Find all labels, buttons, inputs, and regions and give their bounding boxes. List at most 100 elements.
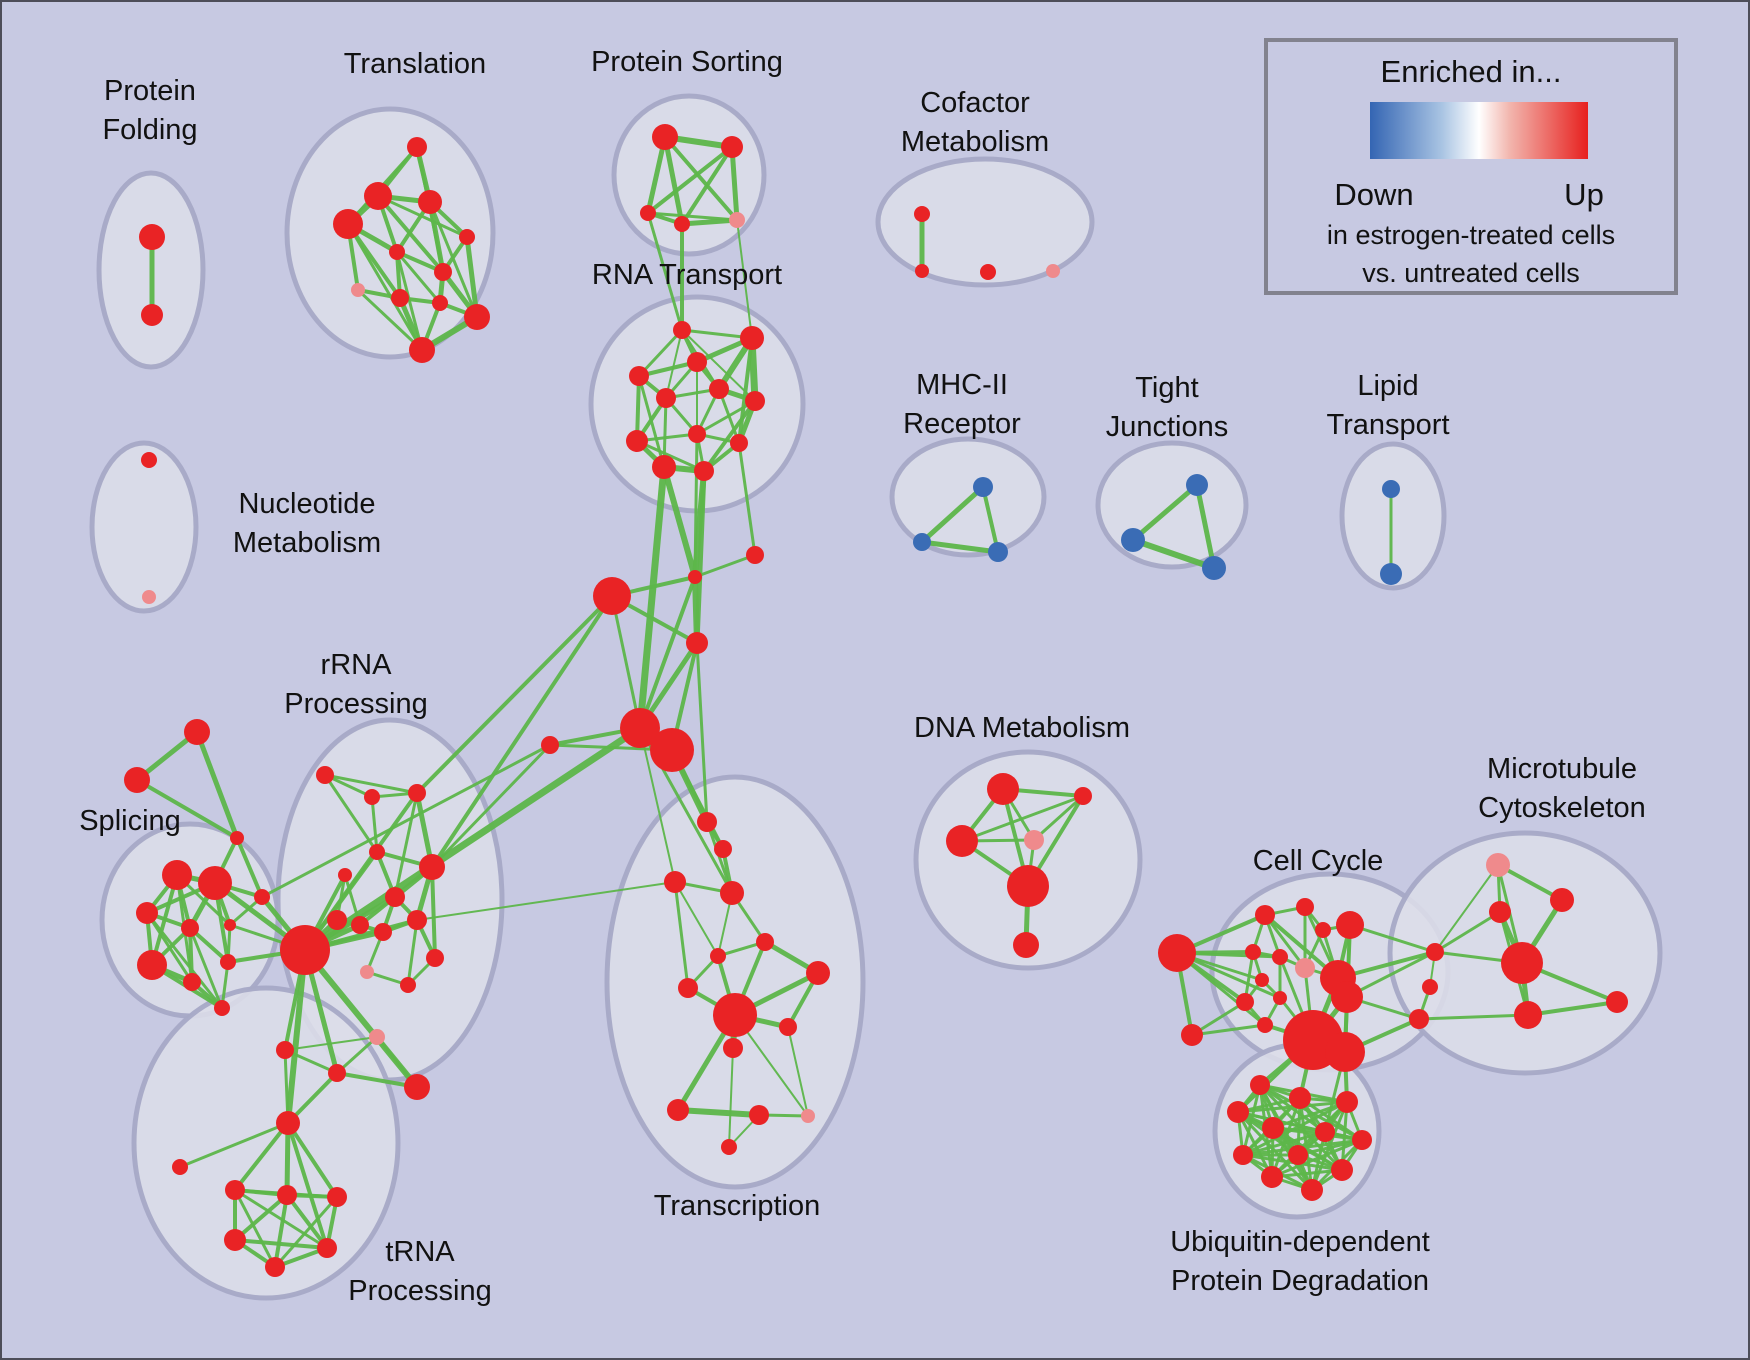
translation-node[interactable] [391,289,409,307]
cell_cycle-node[interactable] [1255,905,1275,925]
cell_cycle-node[interactable] [1296,898,1314,916]
splicing-node[interactable] [136,902,158,924]
nucleotide_metabolism-node[interactable] [141,452,157,468]
ubiquitin-node[interactable] [1288,1145,1308,1165]
cell_cycle-node[interactable] [1236,993,1254,1011]
microtubule-node[interactable] [1489,901,1511,923]
splicing-node[interactable] [124,767,150,793]
ubiquitin-node[interactable] [1227,1101,1249,1123]
cell_cycle-node[interactable] [1325,1032,1365,1072]
dna_metabolism-node[interactable] [1074,787,1092,805]
cell_cycle-node[interactable] [1255,973,1269,987]
rna_transport-node[interactable] [629,366,649,386]
rrna_processing-node[interactable] [280,925,330,975]
hub-node[interactable] [746,546,764,564]
mhc_receptor-node[interactable] [973,477,993,497]
tight_junctions-node[interactable] [1121,528,1145,552]
ubiquitin-node[interactable] [1262,1117,1284,1139]
lipid_transport-node[interactable] [1380,563,1402,585]
trna_processing-node[interactable] [277,1185,297,1205]
cell_cycle-node[interactable] [1331,981,1363,1013]
transcription-node[interactable] [664,871,686,893]
rrna_processing-node[interactable] [419,854,445,880]
rrna_processing-node[interactable] [400,977,416,993]
protein_sorting-node[interactable] [640,205,656,221]
trna_processing-node[interactable] [224,1229,246,1251]
protein_sorting-node[interactable] [652,124,678,150]
rrna_processing-node[interactable] [276,1041,294,1059]
rrna_processing-node[interactable] [360,965,374,979]
translation-node[interactable] [418,190,442,214]
dna_metabolism-node[interactable] [1013,932,1039,958]
cofactor_metabolism-node[interactable] [980,264,996,280]
splicing-node[interactable] [181,919,199,937]
transcription-node[interactable] [697,812,717,832]
splicing-node[interactable] [162,860,192,890]
rna_transport-node[interactable] [709,379,729,399]
trna_processing-node[interactable] [317,1238,337,1258]
transcription-node[interactable] [756,933,774,951]
microtubule-node[interactable] [1606,991,1628,1013]
translation-node[interactable] [459,229,475,245]
rna_transport-node[interactable] [740,326,764,350]
translation-node[interactable] [333,209,363,239]
cofactor_metabolism-node[interactable] [915,264,929,278]
transcription-node[interactable] [749,1105,769,1125]
rrna_processing-node[interactable] [404,1074,430,1100]
hub-node[interactable] [541,736,559,754]
splicing-node[interactable] [224,919,236,931]
tight_junctions-node[interactable] [1202,556,1226,580]
cell_cycle-node[interactable] [1315,922,1331,938]
transcription-node[interactable] [667,1099,689,1121]
hub-node[interactable] [650,728,694,772]
microtubule-node[interactable] [1409,1009,1429,1029]
dna_metabolism-node[interactable] [946,825,978,857]
ubiquitin-node[interactable] [1301,1179,1323,1201]
protein_sorting-node[interactable] [674,216,690,232]
rna_transport-node[interactable] [626,430,648,452]
cell_cycle-node[interactable] [1158,934,1196,972]
microtubule-node[interactable] [1422,979,1438,995]
ubiquitin-node[interactable] [1289,1087,1311,1109]
transcription-node[interactable] [714,840,732,858]
rrna_processing-node[interactable] [369,844,385,860]
ubiquitin-node[interactable] [1315,1122,1335,1142]
dna_metabolism-node[interactable] [1024,830,1044,850]
ubiquitin-node[interactable] [1250,1075,1270,1095]
cell_cycle-node[interactable] [1272,949,1288,965]
rna_transport-node[interactable] [656,388,676,408]
trna_processing-node[interactable] [327,1187,347,1207]
microtubule-node[interactable] [1514,1001,1542,1029]
splicing-node[interactable] [214,1000,230,1016]
microtubule-node[interactable] [1501,942,1543,984]
trna_processing-node[interactable] [276,1111,300,1135]
splicing-node[interactable] [137,950,167,980]
hub-node[interactable] [688,570,702,584]
ubiquitin-node[interactable] [1233,1145,1253,1165]
splicing-node[interactable] [183,973,201,991]
cell_cycle-node[interactable] [1181,1024,1203,1046]
translation-node[interactable] [409,337,435,363]
microtubule-node[interactable] [1486,853,1510,877]
splicing-node[interactable] [230,831,244,845]
transcription-node[interactable] [710,948,726,964]
protein_folding-node[interactable] [141,304,163,326]
cofactor_metabolism-node[interactable] [1046,264,1060,278]
rrna_processing-node[interactable] [385,887,405,907]
cell_cycle-node[interactable] [1245,944,1261,960]
splicing-node[interactable] [220,954,236,970]
transcription-node[interactable] [723,1038,743,1058]
rrna_processing-node[interactable] [426,949,444,967]
transcription-node[interactable] [806,961,830,985]
dna_metabolism-node[interactable] [987,773,1019,805]
translation-node[interactable] [389,244,405,260]
rna_transport-node[interactable] [652,455,676,479]
splicing-node[interactable] [184,719,210,745]
protein_sorting-node[interactable] [721,136,743,158]
transcription-node[interactable] [720,881,744,905]
transcription-node[interactable] [713,993,757,1037]
protein_sorting-node[interactable] [729,212,745,228]
hub-node[interactable] [620,708,660,748]
microtubule-node[interactable] [1550,888,1574,912]
rrna_processing-node[interactable] [369,1029,385,1045]
